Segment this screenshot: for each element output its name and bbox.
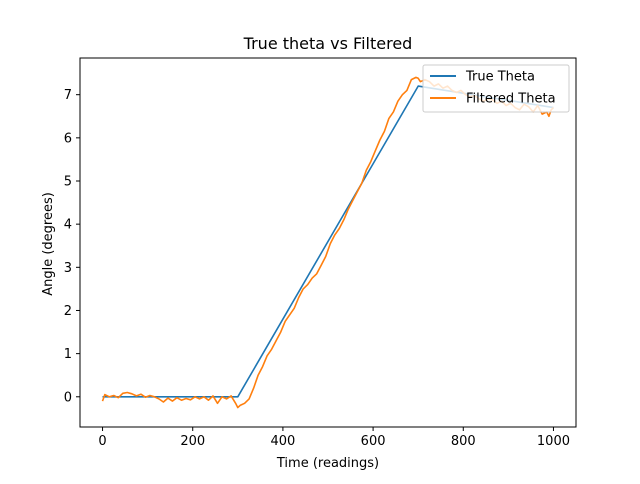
axis-ticks: 0 200 400 600 800 1000 0 1 2 3 4 5 6 7 <box>64 88 570 449</box>
x-tick-label: 200 <box>180 434 205 449</box>
x-axis-label: Time (readings) <box>276 456 379 471</box>
plot-frame <box>79 57 577 428</box>
x-tick-label: 600 <box>361 434 386 449</box>
y-tick-label: 7 <box>64 88 72 103</box>
x-tick-label: 400 <box>270 434 295 449</box>
y-tick-label: 2 <box>64 304 72 319</box>
y-tick-label: 1 <box>64 347 72 362</box>
y-axis-label: Angle (degrees) <box>41 192 56 296</box>
legend-label-filtered-theta: Filtered Theta <box>466 92 556 107</box>
y-tick-label: 0 <box>64 390 72 405</box>
y-tick-label: 3 <box>64 261 72 276</box>
y-tick-label: 4 <box>64 218 72 233</box>
legend-box <box>422 64 570 113</box>
y-tick-label: 6 <box>64 131 72 146</box>
legend-label-true-theta: True Theta <box>465 70 535 85</box>
x-tick-label: 0 <box>98 434 106 449</box>
y-tick-label: 5 <box>64 175 72 190</box>
x-tick-label: 1000 <box>537 434 570 449</box>
x-tick-label: 800 <box>451 434 476 449</box>
legend: True Theta Filtered Theta <box>422 64 570 113</box>
chart-title: True theta vs Filtered <box>243 34 413 53</box>
